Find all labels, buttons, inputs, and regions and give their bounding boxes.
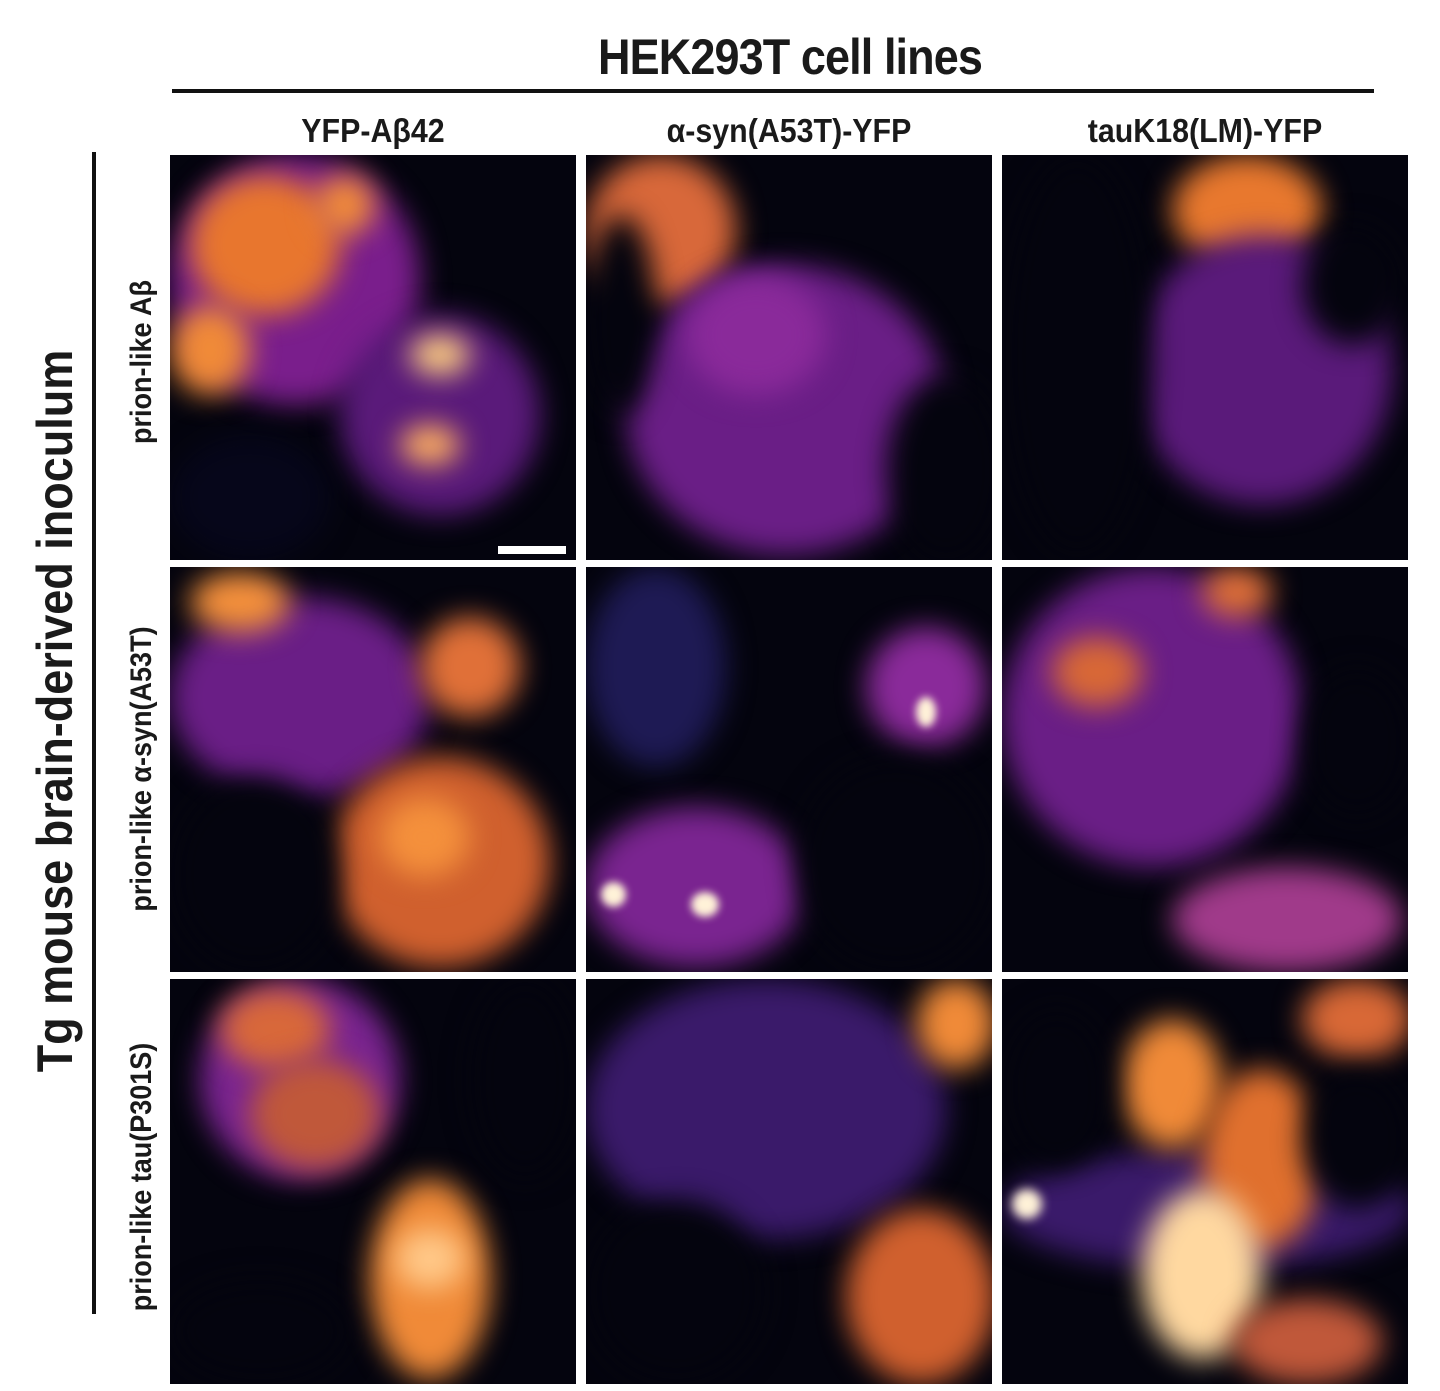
column-header-2: α-syn(A53T)-YFP xyxy=(666,112,912,149)
y-axis-title: Tg mouse brain-derived inoculum xyxy=(27,349,83,1073)
micrograph-r3c2 xyxy=(586,979,992,1384)
row-header-3: prion-like tau(P301S) xyxy=(125,1042,158,1312)
title-underline xyxy=(172,89,1374,93)
micrograph-r2c3 xyxy=(1002,567,1408,972)
scale-bar xyxy=(498,546,566,554)
micrograph-r2c1 xyxy=(170,567,576,972)
micrograph-r3c3 xyxy=(1002,979,1408,1384)
micrograph-r1c1 xyxy=(170,155,576,560)
micrograph-r2c2 xyxy=(586,567,992,972)
micrograph-r1c2 xyxy=(586,155,992,560)
micrograph-r1c3 xyxy=(1002,155,1408,560)
row-header-2: prion-like α-syn(A53T) xyxy=(125,626,158,912)
row-header-1: prion-like Aβ xyxy=(125,280,158,444)
figure-title: HEK293T cell lines xyxy=(598,29,983,85)
micrograph-r3c1 xyxy=(170,979,576,1384)
column-header-1: YFP-Aβ42 xyxy=(301,112,445,149)
column-header-3: tauK18(LM)-YFP xyxy=(1087,112,1323,149)
y-axis-line xyxy=(92,152,96,1314)
